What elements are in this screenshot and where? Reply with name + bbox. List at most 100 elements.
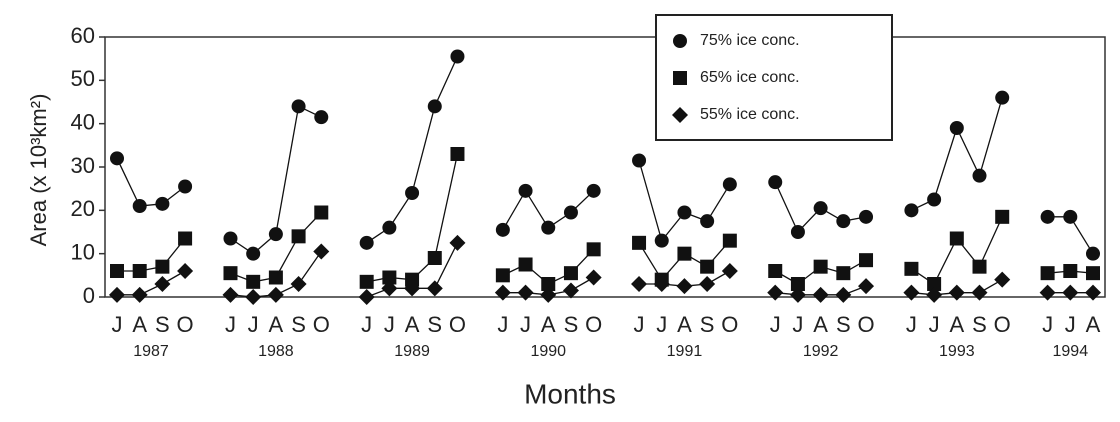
data-point [1063,209,1078,224]
data-point [155,196,170,211]
series-line [116,56,1094,255]
x-tick-label: S [291,312,306,337]
data-point [178,179,193,194]
data-point [155,259,170,274]
data-point [722,233,737,248]
data-point [790,225,805,239]
data-point [359,235,374,250]
data-point [768,264,783,278]
y-tick-label: 30 [71,153,95,178]
data-point [677,246,692,261]
data-point [359,274,374,289]
data-point [812,286,829,303]
data-point [449,234,466,251]
data-point [927,277,942,291]
data-point [632,153,647,168]
data-point [177,263,194,279]
data-point [1040,209,1055,224]
x-tick-label: A [405,312,420,337]
x-tick-label: J [792,312,803,337]
x-tick-label: J [656,312,667,337]
data-point [246,274,261,289]
y-tick-label: 10 [71,239,95,264]
x-tick-label: J [497,312,508,337]
data-point [972,259,987,274]
legend-marker [673,34,687,48]
data-point [721,263,738,279]
data-point [586,242,601,257]
x-tick-label: J [1065,312,1076,337]
data-point [700,214,715,229]
legend-box [655,14,893,141]
x-tick-label: O [994,312,1011,337]
x-tick-label: S [427,312,442,337]
data-point [518,183,533,198]
y-tick-label: 60 [71,23,95,48]
data-point [653,276,670,292]
x-tick-label: J [520,312,531,337]
x-tick-label: O [177,312,194,337]
data-point [450,147,465,161]
x-tick-label: J [112,312,123,337]
data-point [859,209,874,224]
data-point [223,231,238,246]
data-point [1039,284,1056,301]
x-tick-label: S [564,312,579,337]
data-point [427,99,442,114]
x-tick-label: O [857,312,874,337]
data-point [541,220,556,235]
data-point [427,251,442,265]
data-point [222,286,239,303]
data-point [132,199,147,213]
x-tick-label: J [634,312,645,337]
data-point [314,110,329,125]
data-point [540,286,557,303]
x-tick-label: O [585,312,602,337]
data-point [995,90,1010,105]
data-point [494,284,511,301]
x-tick-label: A [132,312,147,337]
data-point [562,282,579,299]
x-tick-label: S [700,312,715,337]
y-tick-label: 0 [83,283,95,308]
data-point [948,284,965,301]
year-label: 1992 [803,343,839,360]
x-tick-label: J [906,312,917,337]
data-point [563,205,578,220]
x-axis-label: Months [524,378,616,409]
y-axis-label: Area (x 10³km²) [26,94,51,247]
x-tick-label: A [541,312,556,337]
data-point [836,214,851,229]
data-point [971,284,988,301]
series-line [117,242,1093,298]
data-point [290,276,307,292]
data-point [541,277,556,291]
data-point [495,222,510,237]
year-label: 1990 [530,343,566,360]
data-point [404,280,421,297]
data-point [700,259,715,274]
data-point [904,261,919,276]
data-point [110,151,124,166]
y-tick-label: 50 [71,66,95,91]
data-point [517,284,534,301]
year-label: 1987 [133,343,169,360]
data-point [632,235,647,250]
data-point [699,276,716,292]
data-point [1062,284,1079,301]
data-point [268,227,283,242]
data-point [405,272,420,287]
data-point [903,284,920,301]
legend-marker [672,107,688,123]
data-point [949,121,964,135]
data-point [926,286,943,303]
data-point [268,270,283,285]
data-point [381,280,398,297]
data-point [813,259,828,274]
year-label: 1989 [394,343,430,360]
data-point [223,266,238,281]
year-label: 1991 [667,343,703,360]
data-point [722,177,737,192]
data-point [813,201,828,216]
